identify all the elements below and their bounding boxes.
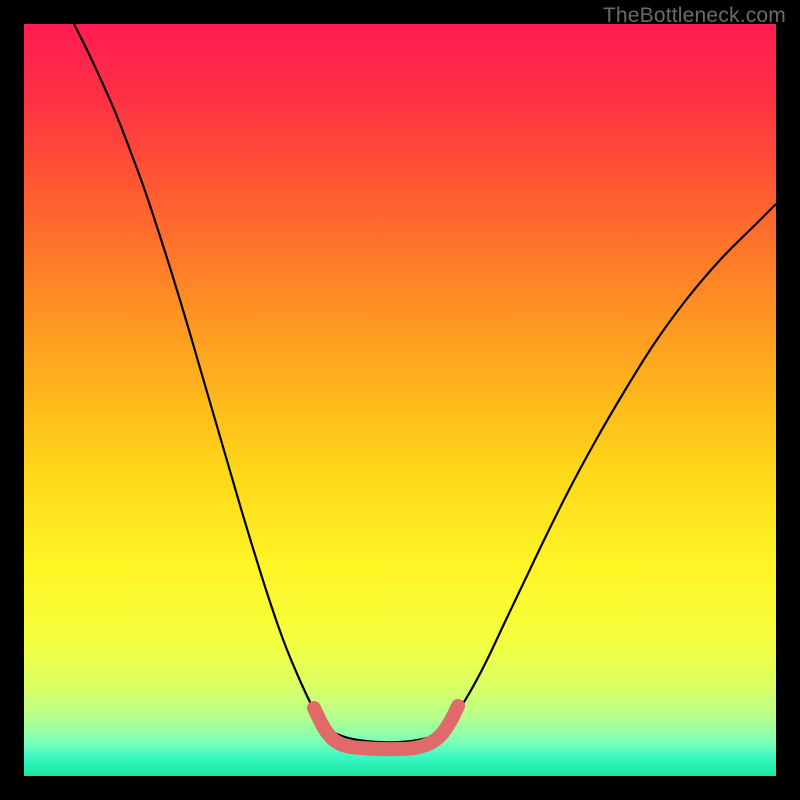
plot-area: [24, 24, 776, 776]
gradient-background: [24, 24, 776, 776]
chart-svg: [24, 24, 776, 776]
chart-frame: TheBottleneck.com: [0, 0, 800, 800]
